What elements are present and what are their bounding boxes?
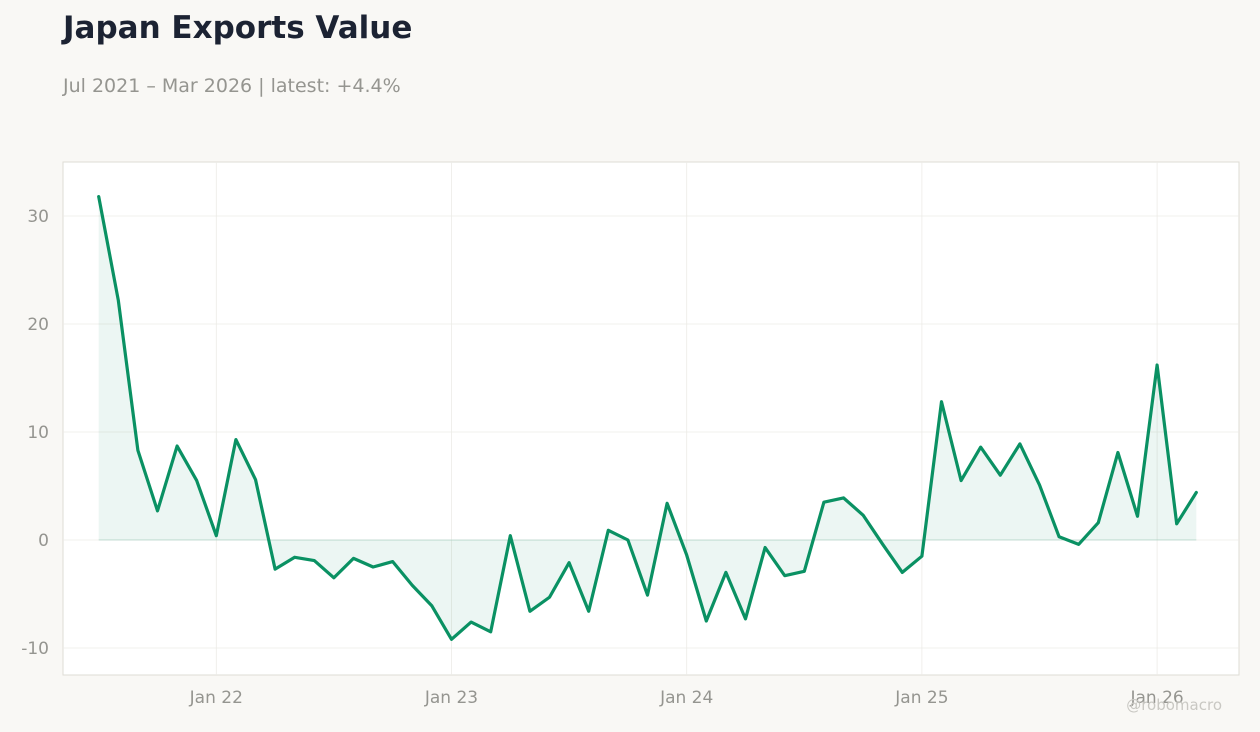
data-point <box>1116 451 1119 454</box>
data-point <box>724 571 727 574</box>
series-area-fill <box>98 196 1197 640</box>
data-point <box>744 617 747 620</box>
data-point <box>901 571 904 574</box>
data-point <box>842 496 845 499</box>
data-point <box>705 620 708 623</box>
data-point <box>195 479 198 482</box>
data-point <box>626 539 629 542</box>
data-point <box>764 546 767 549</box>
data-point <box>391 560 394 563</box>
data-point <box>1097 521 1100 524</box>
data-point <box>450 638 453 641</box>
data-point <box>979 446 982 449</box>
data-point <box>528 610 531 613</box>
data-point <box>920 555 923 558</box>
data-point <box>352 557 355 560</box>
data-point <box>666 502 669 505</box>
data-point <box>470 621 473 624</box>
data-point <box>1175 522 1178 525</box>
data-point <box>274 568 277 571</box>
data-point <box>940 400 943 403</box>
data-point <box>293 556 296 559</box>
x-tick-label: Jan 24 <box>659 688 713 708</box>
data-point <box>176 445 179 448</box>
x-tick-label: Jan 25 <box>894 688 948 708</box>
plot-background <box>62 161 1240 676</box>
x-tick-label: Jan 26 <box>1129 688 1183 708</box>
data-point <box>117 299 120 302</box>
y-tick-label: 20 <box>27 315 49 335</box>
data-point <box>372 566 375 569</box>
data-point <box>646 594 649 597</box>
chart-subtitle: Jul 2021 – Mar 2026 | latest: +4.4% <box>63 75 401 97</box>
y-tick-label: 10 <box>27 423 49 443</box>
series-line <box>97 194 1198 641</box>
data-point <box>568 561 571 564</box>
data-point <box>1018 442 1021 445</box>
y-tick-label: 30 <box>27 207 49 227</box>
data-point <box>97 195 100 198</box>
data-point <box>960 479 963 482</box>
data-point <box>313 559 316 562</box>
data-point <box>136 449 139 452</box>
data-point <box>822 501 825 504</box>
x-tick-label: Jan 23 <box>424 688 478 708</box>
data-point <box>685 554 688 557</box>
data-point <box>1156 364 1159 367</box>
watermark: @robomacro <box>1126 696 1222 714</box>
data-point <box>783 574 786 577</box>
data-point <box>1077 543 1080 546</box>
data-point <box>1058 535 1061 538</box>
data-point <box>1136 515 1139 518</box>
x-tick-label: Jan 22 <box>189 688 243 708</box>
data-point <box>411 584 414 587</box>
data-point <box>1195 491 1198 494</box>
data-point <box>332 576 335 579</box>
data-point <box>803 570 806 573</box>
chart-title: Japan Exports Value <box>63 10 413 46</box>
data-point <box>234 438 237 441</box>
data-point <box>1038 483 1041 486</box>
y-tick-label: 0 <box>38 531 49 551</box>
data-point <box>607 529 610 532</box>
data-point <box>489 630 492 633</box>
data-point <box>430 604 433 607</box>
data-point <box>156 509 159 512</box>
data-point <box>254 478 257 481</box>
data-point <box>509 534 512 537</box>
data-point <box>548 596 551 599</box>
y-tick-label: -10 <box>21 639 49 659</box>
data-point <box>862 514 865 517</box>
data-point <box>215 534 218 537</box>
data-point <box>999 474 1002 477</box>
data-point <box>881 543 884 546</box>
data-point <box>587 610 590 613</box>
